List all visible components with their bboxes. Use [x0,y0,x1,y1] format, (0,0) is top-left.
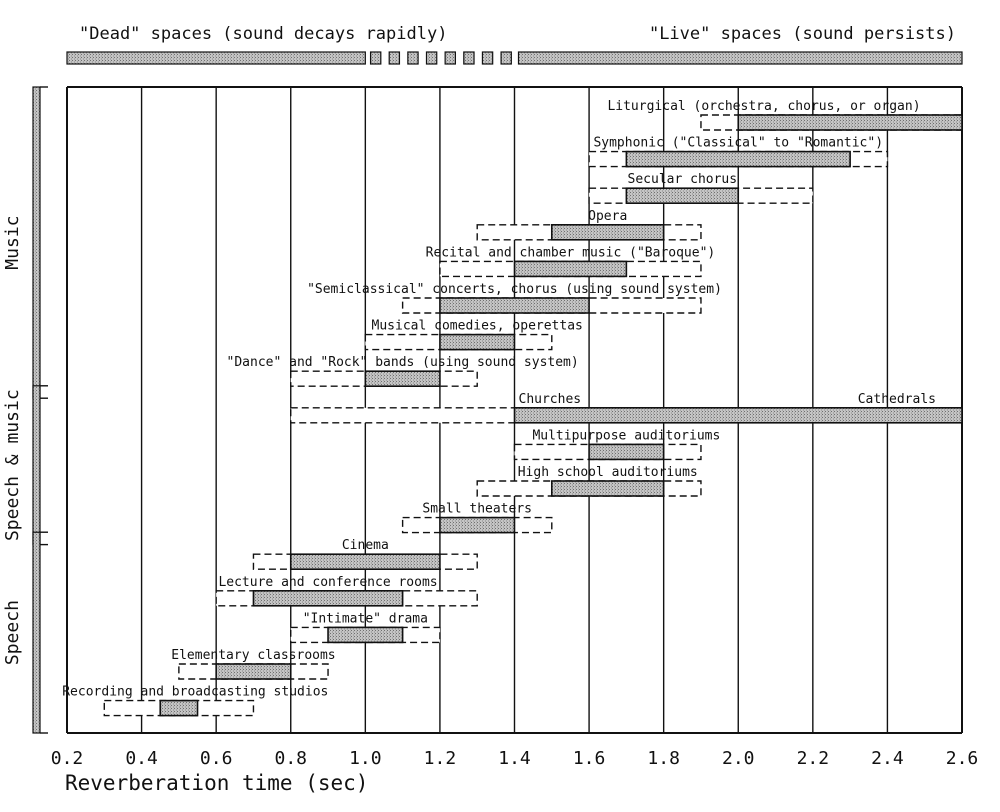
range-label: Musical comedies, operettas [372,319,583,334]
x-tick-label: 1.8 [647,748,680,769]
range-bar-optimum [513,260,628,278]
x-tick-label: 1.6 [573,748,606,769]
range-label: Recital and chamber music ("Baroque") [426,245,716,260]
x-axis: 0.2 0.4 0.6 0.8 1.0 1.2 1.4 1.6 1.8 2.0 2.2 2.4 2.6 R… [51,748,979,795]
range-bar-optimum [364,370,441,388]
range-label: Elementary classrooms [171,648,335,663]
range-bars: Liturgical (orchestra, chorus, or organ)… [62,99,963,717]
dead-scale-bar [66,51,366,65]
x-tick-label: 1.0 [349,748,382,769]
range-bar-optimum [588,443,665,461]
range-label: Recording and broadcasting studios [62,685,328,700]
live-scale-bar [517,51,963,65]
range-bar-optimum [625,150,851,168]
range-bar-optimum [439,333,516,351]
transition-scale-segment [388,51,401,65]
transition-scale-segment [425,51,438,65]
range-label: Opera [588,209,627,224]
x-tick-label: 0.2 [51,748,84,769]
range-bar-optimum [737,114,963,131]
range-label: Secular chorus [628,172,738,187]
range-label: Lecture and conference rooms [218,575,437,590]
range-bar-optimum [513,406,963,424]
x-tick-label: 0.6 [200,748,233,769]
range-label: Liturgical (orchestra, chorus, or organ) [607,99,920,114]
group-label: Speech [2,600,23,665]
range-label: Churches [519,392,582,407]
range-bar-optimum [215,663,292,680]
range-label: "Semiclassical" concerts, chorus (using … [307,282,722,297]
live-spaces-label: "Live" spaces (sound persists) [649,24,956,44]
transition-scale-segment [407,51,419,65]
range-label: Symphonic ("Classical" to "Romantic") [593,136,883,151]
x-tick-label: 2.0 [722,748,755,769]
range-label-right: Cathedrals [858,392,936,407]
transition-scale-segment [369,51,382,65]
x-tick-label: 2.2 [797,748,830,769]
range-label: "Intimate" drama [303,611,428,626]
x-tick-label: 0.8 [274,748,307,769]
range-bar-optimum [252,589,404,607]
x-tick-label: 0.4 [125,748,158,769]
x-tick-label: 2.6 [946,748,979,769]
range-label: Small theaters [422,502,532,517]
x-tick-label: 1.2 [424,748,457,769]
transition-scale-segment [500,51,512,65]
dead-live-scale: "Dead" spaces (sound decays rapidly) "Liv… [66,24,963,65]
range-bar-optimum [550,480,665,497]
transition-scale-segment [444,51,456,65]
group-label: Music [2,216,23,270]
range-bar-optimum [439,516,516,534]
range-bar-optimum [625,187,740,204]
group-label: Speech & music [2,389,23,541]
range-bar-optimum [159,699,199,717]
group-bracket [32,531,41,734]
category-groups: Music Speech & music Speech [2,86,48,734]
transition-scale-segment [463,51,475,65]
group-bracket [32,385,41,546]
group-bracket [32,86,41,399]
transition-scale-segment [481,51,494,65]
range-bar-optimum [550,224,665,241]
dead-spaces-label: "Dead" spaces (sound decays rapidly) [79,24,447,44]
range-bar-optimum [327,626,404,644]
range-label: High school auditoriums [518,465,698,480]
range-label: Multipurpose auditoriums [532,428,720,443]
x-tick-label: 2.4 [871,748,904,769]
range-bar-optimum [439,297,590,314]
range-label: "Dance" and "Rock" bands (using sound sy… [227,355,579,370]
x-tick-label: 1.4 [498,748,531,769]
range-label: Cinema [342,538,389,553]
range-bar-optimum [289,553,441,571]
x-axis-label: Reverberation time (sec) [65,771,368,795]
